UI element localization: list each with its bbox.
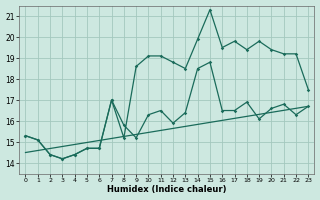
X-axis label: Humidex (Indice chaleur): Humidex (Indice chaleur) <box>107 185 227 194</box>
